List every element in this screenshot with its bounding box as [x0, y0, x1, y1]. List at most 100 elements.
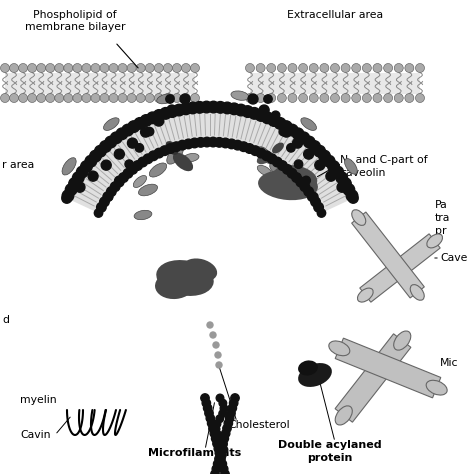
Circle shape — [75, 182, 85, 192]
Circle shape — [73, 64, 82, 73]
Ellipse shape — [157, 94, 174, 104]
Circle shape — [136, 93, 145, 102]
Circle shape — [251, 146, 260, 155]
Circle shape — [299, 93, 308, 102]
Text: Extracellular area: Extracellular area — [287, 10, 383, 20]
Circle shape — [209, 424, 217, 433]
Circle shape — [172, 142, 181, 152]
Ellipse shape — [62, 158, 76, 175]
Ellipse shape — [155, 271, 195, 299]
Polygon shape — [335, 334, 411, 422]
Ellipse shape — [231, 91, 249, 100]
Circle shape — [219, 410, 227, 417]
Circle shape — [145, 93, 154, 102]
Circle shape — [292, 173, 301, 182]
Circle shape — [9, 93, 18, 102]
Circle shape — [190, 138, 200, 148]
Circle shape — [228, 404, 237, 412]
Ellipse shape — [329, 341, 350, 356]
Circle shape — [248, 94, 258, 104]
Circle shape — [100, 197, 109, 207]
Circle shape — [336, 172, 347, 183]
Circle shape — [122, 124, 134, 136]
Circle shape — [214, 445, 222, 453]
Circle shape — [278, 161, 287, 170]
Circle shape — [287, 144, 295, 152]
Circle shape — [62, 193, 72, 203]
Circle shape — [383, 64, 392, 73]
Circle shape — [394, 93, 403, 102]
Circle shape — [133, 161, 142, 170]
Circle shape — [416, 64, 425, 73]
Ellipse shape — [335, 406, 352, 425]
Text: pr: pr — [435, 226, 447, 236]
Circle shape — [227, 409, 235, 418]
Circle shape — [154, 148, 164, 158]
Circle shape — [116, 128, 128, 140]
Ellipse shape — [426, 380, 447, 395]
Circle shape — [100, 64, 109, 73]
Circle shape — [166, 106, 178, 118]
Ellipse shape — [345, 158, 357, 174]
Circle shape — [191, 64, 200, 73]
Circle shape — [239, 142, 248, 152]
Circle shape — [256, 93, 265, 102]
Ellipse shape — [298, 363, 332, 387]
Circle shape — [115, 176, 123, 185]
Circle shape — [85, 155, 97, 167]
Circle shape — [105, 192, 113, 201]
Circle shape — [373, 64, 382, 73]
Circle shape — [213, 420, 221, 428]
Circle shape — [224, 419, 233, 428]
Circle shape — [215, 352, 221, 358]
Ellipse shape — [352, 210, 366, 226]
Circle shape — [211, 434, 220, 443]
Circle shape — [288, 64, 297, 73]
Circle shape — [226, 414, 234, 422]
Circle shape — [208, 101, 219, 113]
Circle shape — [282, 127, 292, 137]
Circle shape — [308, 192, 317, 201]
Circle shape — [100, 93, 109, 102]
Text: myelin: myelin — [20, 395, 56, 405]
Polygon shape — [67, 107, 353, 213]
Circle shape — [362, 64, 371, 73]
Circle shape — [127, 93, 136, 102]
Ellipse shape — [282, 182, 293, 193]
Circle shape — [145, 64, 154, 73]
Circle shape — [166, 95, 174, 103]
Circle shape — [332, 166, 344, 178]
Circle shape — [299, 64, 308, 73]
Circle shape — [46, 64, 55, 73]
Circle shape — [118, 64, 127, 73]
Circle shape — [82, 64, 91, 73]
Circle shape — [300, 182, 310, 191]
Ellipse shape — [134, 210, 152, 220]
Circle shape — [303, 136, 315, 148]
Circle shape — [180, 94, 190, 104]
Circle shape — [164, 64, 173, 73]
Text: caveolin: caveolin — [340, 168, 385, 178]
Circle shape — [0, 93, 9, 102]
Ellipse shape — [272, 143, 284, 154]
Circle shape — [173, 64, 182, 73]
Circle shape — [259, 105, 269, 115]
Circle shape — [262, 112, 273, 124]
Circle shape — [383, 93, 392, 102]
Ellipse shape — [258, 170, 318, 200]
Circle shape — [298, 132, 310, 144]
Circle shape — [214, 430, 221, 438]
Circle shape — [326, 171, 336, 181]
Polygon shape — [352, 212, 424, 298]
Circle shape — [220, 138, 230, 148]
Circle shape — [221, 429, 230, 438]
Circle shape — [147, 112, 158, 124]
Circle shape — [309, 93, 318, 102]
Circle shape — [216, 415, 224, 422]
Circle shape — [212, 425, 220, 433]
Circle shape — [123, 169, 133, 178]
Ellipse shape — [410, 284, 424, 300]
Ellipse shape — [257, 165, 272, 176]
Circle shape — [95, 146, 106, 157]
Circle shape — [292, 138, 302, 148]
